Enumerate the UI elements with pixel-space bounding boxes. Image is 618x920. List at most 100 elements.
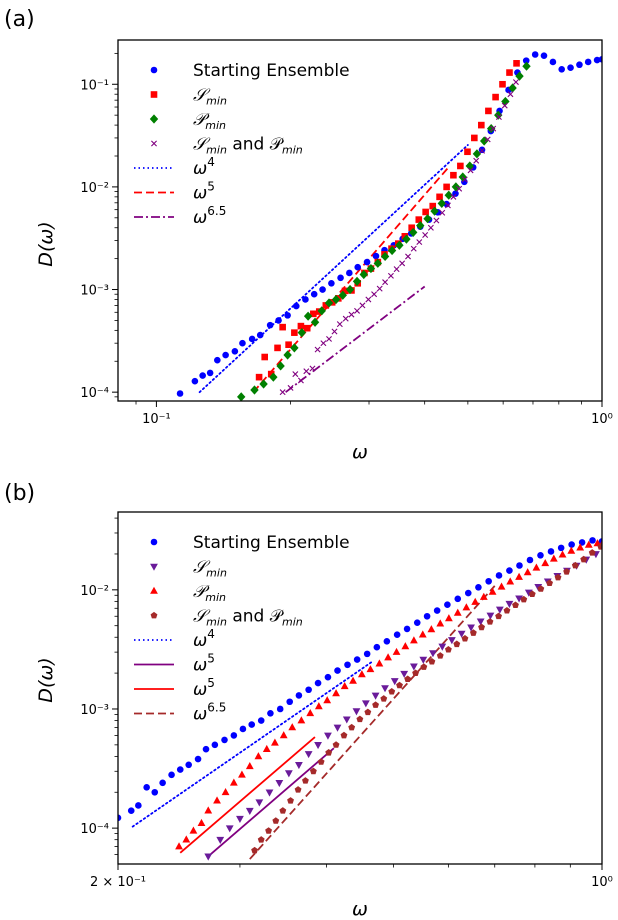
data-point <box>359 302 366 309</box>
y-tick-label: 10⁻² <box>80 584 109 599</box>
fit-line <box>198 144 469 394</box>
data-point <box>430 206 439 216</box>
data-point <box>396 681 403 689</box>
data-point <box>444 646 452 653</box>
legend-label: ω5 <box>193 652 215 676</box>
data-point <box>412 669 419 677</box>
data-point <box>286 698 294 706</box>
data-point <box>537 551 544 559</box>
data-point <box>310 310 317 318</box>
data-point <box>495 113 502 120</box>
data-point <box>453 608 462 616</box>
data-point <box>297 377 304 384</box>
data-point <box>331 294 341 305</box>
data-point <box>415 216 423 223</box>
data-point <box>576 61 583 69</box>
data-point <box>580 555 588 563</box>
data-point <box>213 796 221 804</box>
data-point <box>225 825 234 833</box>
data-point <box>554 573 562 581</box>
data-point <box>168 771 175 779</box>
data-point <box>365 296 372 303</box>
legend-item: Starting Ensemble <box>150 533 350 553</box>
plot-a: 10⁻¹ 10⁰ 10⁻⁴ 10⁻³ 10⁻² 10⁻¹ Starting Ensemble… <box>80 39 613 427</box>
data-point <box>255 799 264 807</box>
data-point <box>418 630 427 638</box>
data-point <box>567 546 576 554</box>
data-point <box>479 592 488 600</box>
data-point <box>409 636 418 644</box>
data-point <box>376 285 383 292</box>
data-point <box>383 637 391 645</box>
data-point <box>475 584 482 591</box>
data-point <box>499 80 506 88</box>
data-point <box>332 689 340 697</box>
data-point <box>317 758 325 765</box>
x-tick-label: 10⁰ <box>591 875 613 890</box>
data-point <box>497 582 506 590</box>
data-point <box>176 390 184 397</box>
data-point <box>393 266 400 273</box>
data-point <box>439 209 446 216</box>
data-point <box>354 263 362 271</box>
data-point <box>221 787 230 796</box>
data-point <box>419 656 428 664</box>
data-point <box>381 685 389 693</box>
data-point <box>206 369 214 377</box>
data-point <box>236 815 244 823</box>
data-point <box>473 157 480 164</box>
data-point <box>443 183 450 191</box>
data-point <box>384 653 392 661</box>
data-point <box>558 65 565 73</box>
data-point <box>515 71 524 81</box>
data-point <box>341 287 349 295</box>
data-point <box>584 540 593 548</box>
data-point <box>447 637 456 645</box>
data-point <box>199 372 206 379</box>
data-point <box>309 365 316 372</box>
data-point <box>371 692 380 700</box>
data-point <box>524 589 533 597</box>
data-point <box>340 731 348 739</box>
fit-line <box>131 661 373 828</box>
data-point <box>267 709 274 717</box>
data-point <box>413 619 421 626</box>
legend-label: Starting Ensemble <box>193 533 350 553</box>
data-point <box>523 568 532 576</box>
data-point <box>404 675 412 683</box>
data-point <box>462 603 471 611</box>
data-point <box>486 612 495 620</box>
legend-item: ω5 <box>134 652 215 676</box>
legend-label: 𝒫min <box>193 582 226 604</box>
legend-label: ω5 <box>193 180 215 204</box>
data-point <box>248 335 256 343</box>
data-point <box>501 102 508 109</box>
data-point <box>127 807 135 815</box>
data-point <box>488 587 497 595</box>
data-point <box>287 797 294 804</box>
data-point <box>464 148 471 156</box>
data-point <box>598 56 602 63</box>
data-point <box>348 311 355 318</box>
legend-item: ω5 <box>134 180 215 204</box>
data-layer <box>176 51 602 401</box>
data-point <box>520 595 528 603</box>
data-point <box>450 193 457 200</box>
data-point <box>453 640 461 648</box>
data-point <box>303 324 311 332</box>
data-point <box>506 567 513 574</box>
data-point <box>248 721 256 728</box>
data-point <box>211 741 219 749</box>
data-point <box>401 642 410 650</box>
data-point <box>507 91 514 98</box>
data-point <box>506 69 513 76</box>
data-point <box>422 231 429 238</box>
panel-label-b: (b) <box>4 481 35 506</box>
data-point <box>256 331 264 339</box>
data-point <box>320 340 327 347</box>
legend-marker <box>150 538 158 546</box>
data-point <box>451 182 461 192</box>
data-point <box>371 291 378 298</box>
data-point <box>275 317 282 324</box>
data-point <box>353 656 361 663</box>
